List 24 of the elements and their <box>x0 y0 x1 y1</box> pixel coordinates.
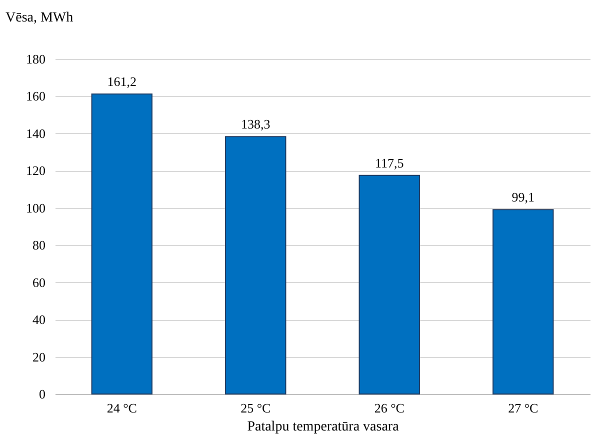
y-tick-label: 120 <box>26 163 46 178</box>
x-tick-label: 24 °C <box>106 400 137 416</box>
x-tick-label: 25 °C <box>240 400 271 416</box>
y-tick-label: 160 <box>26 88 46 104</box>
y-tick-label: 40 <box>32 312 46 328</box>
data-label: 117,5 <box>374 155 404 170</box>
y-tick-label: 20 <box>32 349 46 364</box>
x-tick-label: 26 °C <box>374 400 404 416</box>
x-tick-label: 27 °C <box>508 400 538 416</box>
y-tick-label: 180 <box>26 52 46 66</box>
y-tick-label: 100 <box>26 200 46 216</box>
x-axis-title: Patalpu temperatūra vasara <box>247 420 400 434</box>
data-label: 138,3 <box>241 116 270 132</box>
data-label: 99,1 <box>512 190 534 205</box>
y-tick-label: 140 <box>26 126 46 141</box>
y-tick-label: 60 <box>32 274 46 290</box>
y-tick-label: 0 <box>39 386 46 402</box>
data-label: 161,2 <box>107 74 136 89</box>
bar <box>91 93 152 394</box>
bar <box>492 209 554 394</box>
bar <box>225 136 286 394</box>
y-axis-title: Vēsa, MWh <box>6 10 74 26</box>
y-tick-label: 80 <box>32 238 46 253</box>
bar <box>358 174 420 394</box>
